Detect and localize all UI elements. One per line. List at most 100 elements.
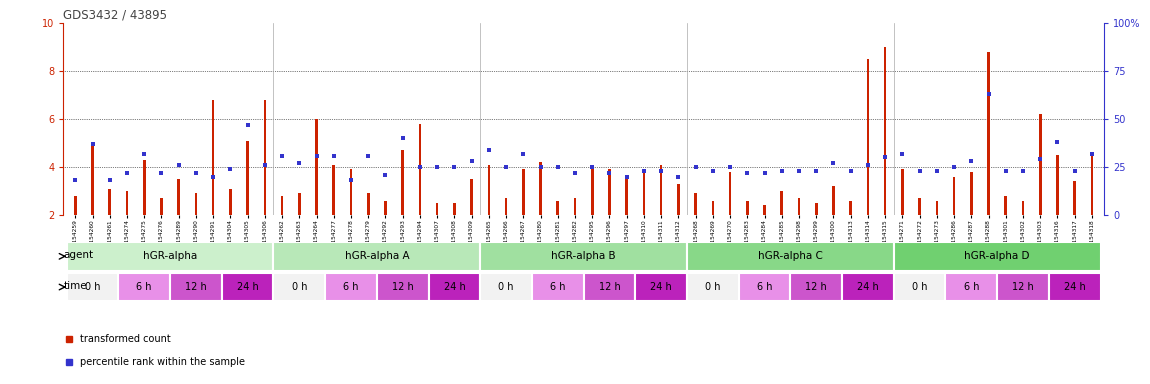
Bar bbox=[481, 273, 532, 301]
Bar bbox=[177, 179, 181, 215]
Bar bbox=[67, 273, 118, 301]
Bar bbox=[436, 203, 438, 215]
Bar bbox=[626, 179, 628, 215]
Text: 6 h: 6 h bbox=[964, 282, 979, 292]
Text: 6 h: 6 h bbox=[137, 282, 152, 292]
Bar bbox=[850, 200, 852, 215]
Bar bbox=[945, 273, 997, 301]
Bar bbox=[118, 273, 170, 301]
Bar bbox=[643, 169, 645, 215]
Bar bbox=[902, 169, 904, 215]
Bar bbox=[274, 242, 481, 271]
Bar bbox=[687, 242, 894, 271]
Bar bbox=[125, 191, 129, 215]
Bar bbox=[384, 200, 386, 215]
Bar bbox=[274, 273, 325, 301]
Bar bbox=[263, 100, 266, 215]
Bar bbox=[453, 203, 455, 215]
Text: 0 h: 0 h bbox=[912, 282, 927, 292]
Bar bbox=[894, 273, 945, 301]
Bar bbox=[1056, 155, 1059, 215]
Bar bbox=[505, 198, 507, 215]
Bar bbox=[281, 196, 283, 215]
Bar bbox=[488, 165, 490, 215]
Text: 24 h: 24 h bbox=[444, 282, 466, 292]
Bar bbox=[695, 194, 697, 215]
Text: hGR-alpha C: hGR-alpha C bbox=[758, 251, 823, 262]
Bar bbox=[212, 100, 214, 215]
Bar bbox=[660, 165, 662, 215]
Bar bbox=[867, 59, 869, 215]
Text: 6 h: 6 h bbox=[757, 282, 773, 292]
Bar bbox=[315, 119, 317, 215]
Bar bbox=[539, 162, 542, 215]
Bar bbox=[350, 169, 352, 215]
Bar bbox=[229, 189, 231, 215]
Bar bbox=[91, 146, 94, 215]
Text: hGR-alpha A: hGR-alpha A bbox=[345, 251, 409, 262]
Text: 6 h: 6 h bbox=[343, 282, 359, 292]
Text: 24 h: 24 h bbox=[237, 282, 259, 292]
Bar bbox=[936, 200, 938, 215]
Bar bbox=[377, 273, 429, 301]
Bar bbox=[481, 242, 687, 271]
Bar bbox=[67, 242, 274, 271]
Bar bbox=[470, 179, 473, 215]
Text: 12 h: 12 h bbox=[185, 282, 207, 292]
Bar bbox=[574, 198, 576, 215]
Bar bbox=[746, 200, 749, 215]
Text: transformed count: transformed count bbox=[81, 334, 171, 344]
Bar bbox=[325, 273, 377, 301]
Bar bbox=[884, 47, 887, 215]
Bar bbox=[919, 198, 921, 215]
Text: 0 h: 0 h bbox=[498, 282, 514, 292]
Bar bbox=[143, 160, 146, 215]
Bar bbox=[429, 273, 481, 301]
Bar bbox=[608, 169, 611, 215]
Bar bbox=[74, 196, 77, 215]
Text: 24 h: 24 h bbox=[650, 282, 672, 292]
Text: hGR-alpha B: hGR-alpha B bbox=[551, 251, 616, 262]
Bar bbox=[1038, 114, 1042, 215]
Bar bbox=[997, 273, 1049, 301]
Bar bbox=[833, 186, 835, 215]
Bar bbox=[764, 205, 766, 215]
Text: 6 h: 6 h bbox=[550, 282, 566, 292]
Bar bbox=[815, 203, 818, 215]
Bar bbox=[1049, 273, 1101, 301]
Bar bbox=[842, 273, 894, 301]
Bar bbox=[738, 273, 790, 301]
Bar bbox=[1004, 196, 1007, 215]
Bar bbox=[971, 172, 973, 215]
Bar bbox=[894, 242, 1101, 271]
Bar bbox=[953, 177, 956, 215]
Text: 12 h: 12 h bbox=[392, 282, 414, 292]
Bar bbox=[798, 198, 800, 215]
Text: 12 h: 12 h bbox=[1012, 282, 1034, 292]
Bar bbox=[419, 124, 421, 215]
Text: hGR-alpha D: hGR-alpha D bbox=[965, 251, 1030, 262]
Text: hGR-alpha: hGR-alpha bbox=[143, 251, 197, 262]
Bar bbox=[108, 189, 112, 215]
Bar bbox=[367, 194, 369, 215]
Bar bbox=[635, 273, 687, 301]
Bar bbox=[781, 191, 783, 215]
Text: percentile rank within the sample: percentile rank within the sample bbox=[81, 357, 245, 367]
Bar bbox=[298, 194, 300, 215]
Text: 0 h: 0 h bbox=[705, 282, 721, 292]
Bar bbox=[583, 273, 635, 301]
Bar bbox=[332, 165, 335, 215]
Text: 12 h: 12 h bbox=[599, 282, 620, 292]
Text: agent: agent bbox=[63, 250, 93, 260]
Bar bbox=[532, 273, 583, 301]
Text: GDS3432 / 43895: GDS3432 / 43895 bbox=[63, 9, 167, 22]
Bar bbox=[246, 141, 248, 215]
Text: time: time bbox=[63, 281, 87, 291]
Bar bbox=[677, 184, 680, 215]
Bar bbox=[987, 52, 990, 215]
Bar bbox=[557, 200, 559, 215]
Text: 0 h: 0 h bbox=[292, 282, 307, 292]
Bar bbox=[729, 172, 731, 215]
Bar bbox=[1090, 155, 1094, 215]
Bar bbox=[222, 273, 274, 301]
